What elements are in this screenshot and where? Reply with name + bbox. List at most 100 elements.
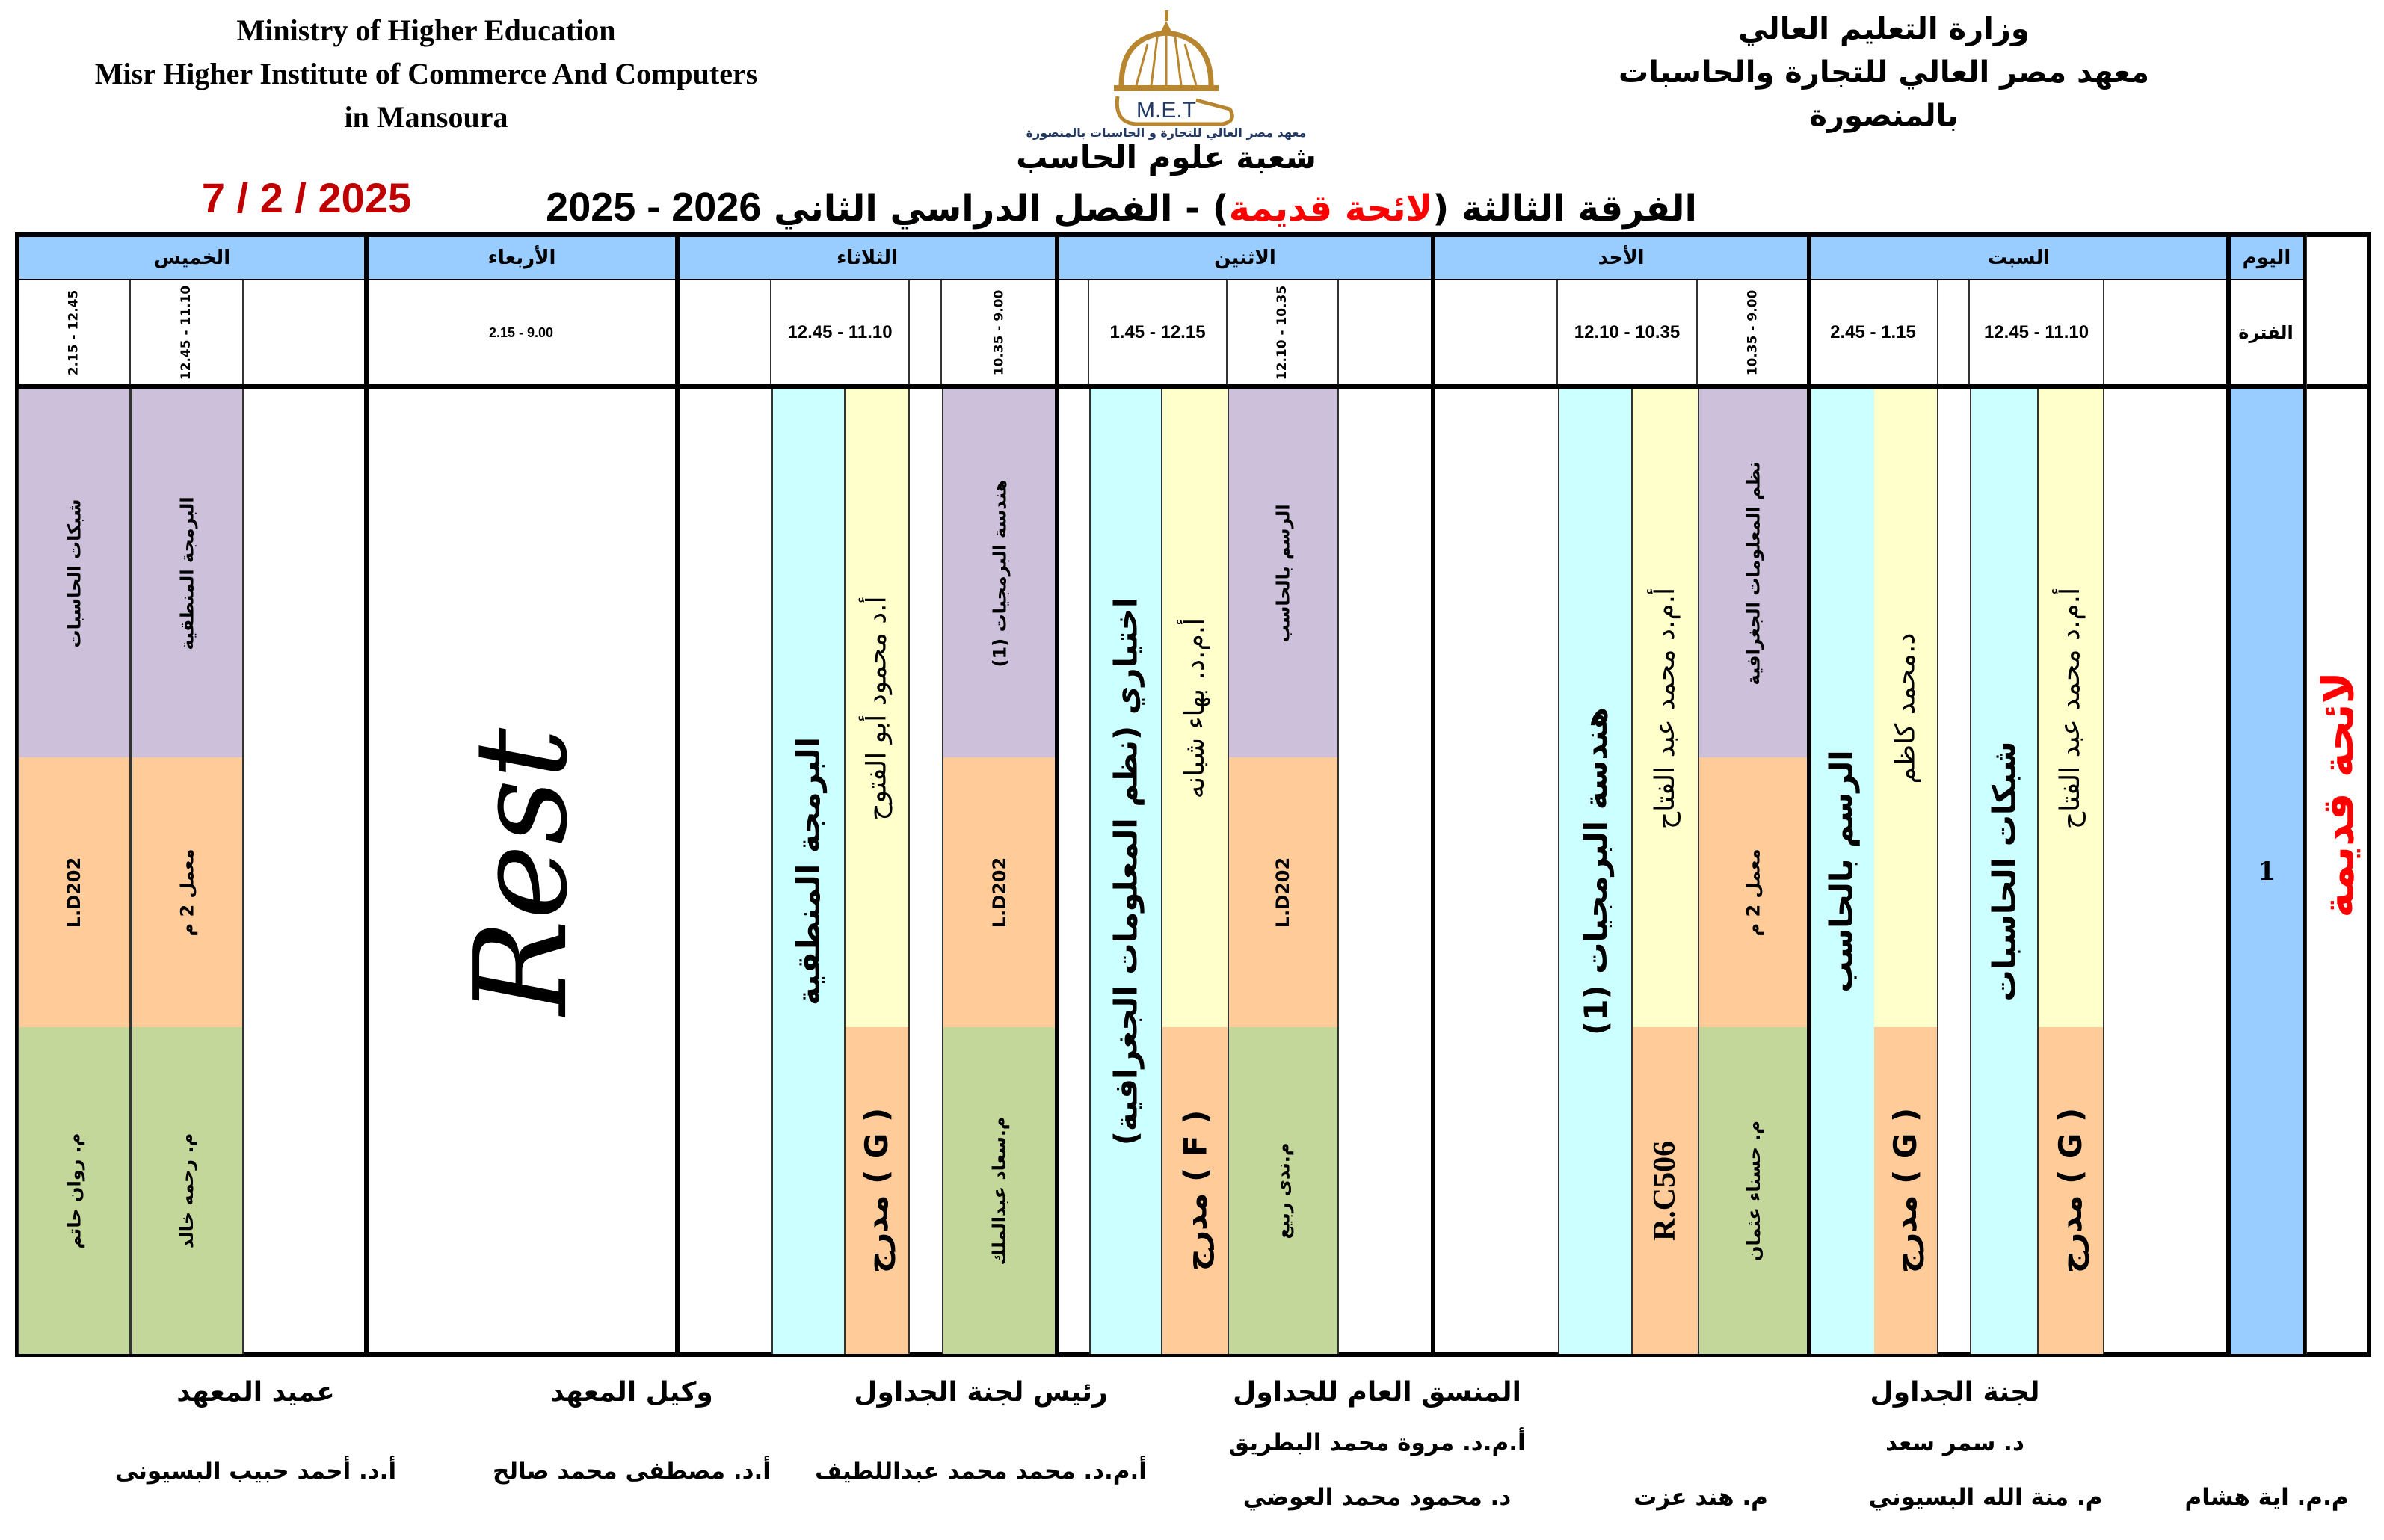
coordinator-name: د. محمود محمد العوضي xyxy=(1242,1484,1512,1511)
committee-head: د. سمر سعد xyxy=(1885,1429,2024,1456)
logo-text: M.E.T xyxy=(1136,98,1196,123)
tue-lecture-room: مدرج ( G ) xyxy=(846,1027,910,1354)
committee-member: م. هند عزت xyxy=(1633,1484,1768,1511)
committee-title: لجنة الجداول xyxy=(1870,1377,2040,1408)
vice-dean-title: وكيل المعهد xyxy=(550,1377,713,1408)
institute-en: Misr Higher Institute of Commerce And Co… xyxy=(94,57,758,90)
time-mon-lecture: 1.45 - 12.15 xyxy=(1089,280,1228,385)
sun-section-course: نظم المعلومات الجغرافية xyxy=(1698,389,1809,757)
time-sun-section: 10.35 - 9.00 xyxy=(1698,280,1809,385)
coordinator-name: أ.م.د. مروة محمد البطريق xyxy=(1228,1429,1526,1456)
period-label: الفترة xyxy=(2229,280,2305,385)
title-semester: - الفصل الدراسي الثاني xyxy=(774,188,1201,230)
tue-section-course: هندسة البرمجيات (1) xyxy=(942,389,1057,757)
tue-section-room: L.D202 xyxy=(942,757,1057,1027)
title-level: الفرقة الثالثة xyxy=(1461,188,1697,230)
time-tue-section: 10.35 - 9.00 xyxy=(942,280,1057,385)
schedule-title: الفرقة الثالثة (لائحة قديمة) - الفصل الد… xyxy=(546,185,1697,230)
city-ar: بالمنصورة xyxy=(1809,99,1959,133)
schedule-date: 7 / 2 / 2025 xyxy=(201,174,412,221)
divider xyxy=(2226,235,2231,1354)
department-title: شعبة علوم الحاسب xyxy=(1016,139,1316,176)
thu-section1-assistant: م. رحمه خالد xyxy=(131,1027,244,1354)
mon-lecture-room: مدرج ( F ) xyxy=(1162,1027,1228,1354)
header-english: Ministry of Higher Education Misr Higher… xyxy=(30,9,822,139)
time-sun-lecture: 12.10 - 10.35 xyxy=(1558,280,1698,385)
committee-head-name: أ.م.د. محمد محمد عبداللطيف xyxy=(815,1458,1147,1485)
sun-section-assistant: م. حسناء عثمان xyxy=(1698,1027,1809,1354)
sat-lecture2-instructor: د.محمد كاظم xyxy=(1874,389,1938,1027)
time-mon-gap xyxy=(1057,280,1089,385)
period-number: 1 xyxy=(2229,389,2305,1354)
time-mon-section: 12.10 - 10.35 xyxy=(1228,280,1339,385)
committee-head-title: رئيس لجنة الجداول xyxy=(854,1377,1108,1408)
sat-lecture1-room: مدرج ( G ) xyxy=(2039,1027,2104,1354)
tue-lecture-instructor: أ.د محمود أبو الفتوح xyxy=(846,389,910,1027)
wed-rest: Rest xyxy=(447,727,596,1015)
committee-member: م. منة الله البسيوني xyxy=(1868,1484,2103,1511)
logo-caption: معهد مصر العالي للتجارة و الحاسبات بالمن… xyxy=(1026,126,1307,140)
time-tue-lecture: 12.45 - 11.10 xyxy=(771,280,910,385)
day-header-tue: الثلاثاء xyxy=(677,235,1057,280)
title-bylaw: لائحة قديمة xyxy=(1228,188,1433,230)
time-sat-gap xyxy=(1938,280,1970,385)
sun-lecture-room: R.C506 xyxy=(1633,1027,1698,1354)
vice-dean-name: أ.د. مصطفى محمد صالح xyxy=(493,1458,771,1485)
time-sat-1: 12.45 - 11.10 xyxy=(1970,280,2104,385)
institute-ar: معهد مصر العالي للتجارة والحاسبات xyxy=(1618,55,2149,90)
institute-logo: M.E.T xyxy=(1091,10,1241,130)
day-header-thu: الخميس xyxy=(18,235,366,280)
day-header-mon: الاثنين xyxy=(1057,235,1433,280)
ministry-ar: وزارة التعليم العالي xyxy=(1738,12,2030,46)
title-bylaw-open: ( xyxy=(1432,188,1450,230)
day-header-sat: السبت xyxy=(1809,235,2229,280)
header-body-divider xyxy=(18,384,2369,389)
divider xyxy=(364,235,369,1354)
dean-title: عميد المعهد xyxy=(176,1377,335,1408)
mon-section-room: L.D202 xyxy=(1228,757,1339,1027)
tue-lecture-course: البرمجة المنطقية xyxy=(771,389,846,1354)
time-sat-2: 2.45 - 1.15 xyxy=(1809,280,1938,385)
mon-section-assistant: م.ندى ربيع xyxy=(1228,1027,1339,1354)
schedule-table xyxy=(15,232,2371,1357)
dome-logo-icon: M.E.T xyxy=(1114,10,1234,126)
time-tue-gap xyxy=(910,280,942,385)
mon-section-course: الرسم بالحاسب xyxy=(1228,389,1339,757)
day-header-sun: الأحد xyxy=(1433,235,1809,280)
dean-name: أ.د. أحمد حبيب البسيونى xyxy=(114,1458,397,1485)
time-thu-2: 2.15 - 12.45 xyxy=(18,280,131,385)
time-tue-spacer xyxy=(677,280,771,385)
day-label: اليوم xyxy=(2229,235,2305,280)
city-en: in Mansoura xyxy=(344,100,508,134)
divider xyxy=(675,235,680,1354)
thu-section1-room: معمل 2 م xyxy=(131,757,244,1027)
sat-lecture2-room: مدرج ( G ) xyxy=(1874,1027,1938,1354)
thu-section2-assistant: م. روان حاتم xyxy=(18,1027,131,1354)
sat-lecture1-instructor: أ.م.د محمد عبد الفتاح xyxy=(2039,389,2104,1027)
tue-section-assistant: م.سعاد عبدالملك xyxy=(942,1027,1057,1354)
day-header-wed: الأربعاء xyxy=(366,235,677,280)
mon-lecture-course: اختياري (نظم المعلومات الجغرافية) xyxy=(1089,389,1162,1354)
divider xyxy=(1431,235,1435,1354)
time-thu-1: 12.45 - 11.10 xyxy=(131,280,244,385)
sun-lecture-course: هندسة البرمجيات (1) xyxy=(1558,389,1633,1354)
committee-member: م.م. اية هشام xyxy=(2184,1484,2349,1511)
time-wed: 2.15 - 9.00 xyxy=(366,280,677,385)
title-years: 2025 - 2026 xyxy=(546,185,762,230)
time-sun-spacer xyxy=(1433,280,1558,385)
ministry-en: Ministry of Higher Education xyxy=(236,13,616,47)
thu-section2-course: شبكات الحاسبات xyxy=(18,389,131,757)
sat-lecture2-course: الرسم بالحاسب xyxy=(1809,389,1874,1354)
thu-section1-course: البرمجة المنطقية xyxy=(131,389,244,757)
divider xyxy=(1055,235,1059,1354)
divider xyxy=(1807,235,1811,1354)
mon-lecture-instructor: أ.م.د. بهاء شبانه xyxy=(1162,389,1228,1027)
sun-section-room: معمل 2 م xyxy=(1698,757,1809,1027)
thu-section2-room: L.D202 xyxy=(18,757,131,1027)
coordinator-title: المنسق العام للجداول xyxy=(1233,1377,1521,1408)
sat-lecture1-course: شبكات الحاسبات xyxy=(1970,389,2039,1354)
bylaw-side-label: لائحة قديمة xyxy=(2305,235,2369,1354)
header-arabic: وزارة التعليم العالي معهد مصر العالي للت… xyxy=(1592,7,2175,138)
sun-lecture-instructor: أ.م.د محمد عبد الفتاح xyxy=(1633,389,1698,1027)
divider xyxy=(2303,235,2306,1354)
